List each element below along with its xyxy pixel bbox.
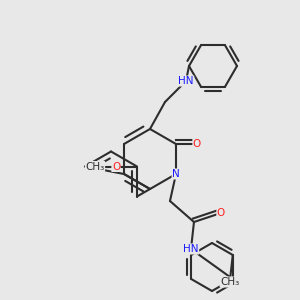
Text: O: O xyxy=(217,208,225,218)
Text: CH₃: CH₃ xyxy=(85,161,105,172)
Text: CH₃: CH₃ xyxy=(220,277,239,287)
Text: HN: HN xyxy=(183,244,199,254)
Text: O: O xyxy=(193,139,201,149)
Text: O: O xyxy=(112,161,120,172)
Text: N: N xyxy=(172,169,180,179)
Text: HN: HN xyxy=(178,76,194,86)
